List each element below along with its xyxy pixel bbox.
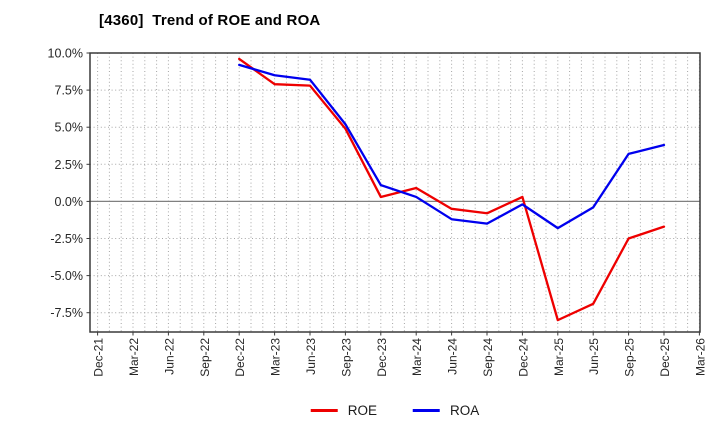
legend-label-roa: ROA bbox=[450, 403, 480, 418]
roa-line-swatch-icon bbox=[413, 409, 440, 412]
plot-frame bbox=[89, 52, 701, 333]
x-tick-label: Dec-24 bbox=[516, 338, 530, 377]
y-tick-label: 5.0% bbox=[55, 121, 84, 135]
x-tick-label: Mar-25 bbox=[552, 338, 566, 376]
y-tick-label: 10.0% bbox=[48, 47, 83, 61]
x-tick-label: Sep-25 bbox=[623, 338, 637, 377]
x-tick-label: Jun-22 bbox=[162, 338, 176, 375]
legend: ROE ROA bbox=[310, 403, 479, 418]
x-tick-label: Mar-26 bbox=[693, 338, 707, 376]
y-tick-label: 0.0% bbox=[55, 195, 84, 209]
x-tick-label: Jun-25 bbox=[587, 338, 601, 375]
chart-title: [4360] Trend of ROE and ROA bbox=[99, 12, 321, 29]
x-tick-label: Dec-25 bbox=[658, 338, 672, 377]
x-tick-label: Jun-23 bbox=[304, 338, 318, 375]
y-tick-label: 2.5% bbox=[55, 158, 84, 172]
x-tick-label: Sep-24 bbox=[481, 338, 495, 377]
x-tick-label: Jun-24 bbox=[446, 338, 460, 375]
x-tick-label: Dec-21 bbox=[92, 338, 106, 377]
roa-series-line bbox=[238, 63, 666, 230]
y-tick-label: -7.5% bbox=[50, 306, 83, 320]
x-tick-label: Mar-24 bbox=[410, 338, 424, 376]
roe-series-line bbox=[238, 57, 666, 322]
x-tick-label: Mar-23 bbox=[269, 338, 283, 376]
legend-item-roa: ROA bbox=[413, 403, 479, 418]
x-tick-label: Mar-22 bbox=[127, 338, 141, 376]
legend-item-roe: ROE bbox=[310, 403, 377, 418]
y-tick-label: -5.0% bbox=[50, 269, 83, 283]
x-tick-label: Dec-23 bbox=[375, 338, 389, 377]
y-tick-label: -2.5% bbox=[50, 232, 83, 246]
x-tick-label: Sep-22 bbox=[198, 338, 212, 377]
y-tick-label: 7.5% bbox=[55, 84, 84, 98]
roe-line-swatch-icon bbox=[310, 409, 338, 412]
x-tick-label: Sep-23 bbox=[339, 338, 353, 377]
plot-area: 10.0% 7.5% 5.0% 2.5% 0.0% -2.5% -5.0% -7.5% Dec-… bbox=[48, 47, 708, 377]
legend-label-roe: ROE bbox=[347, 403, 377, 418]
x-tick-label: Dec-22 bbox=[233, 338, 247, 377]
